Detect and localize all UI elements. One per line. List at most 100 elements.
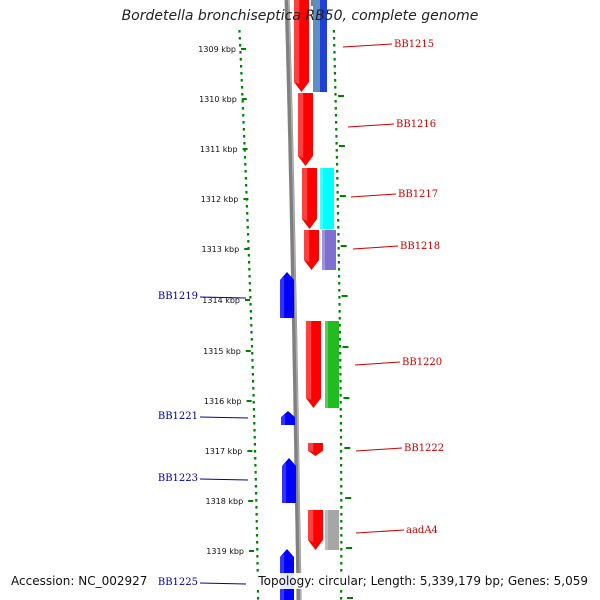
backbone-highlight: [287, 0, 302, 600]
outer-scale-ring-dot: [338, 345, 342, 348]
inner-scale-ring-dot: [252, 408, 256, 411]
forward-gene-arrow-shade: [302, 168, 308, 221]
outer-scale-ring-dot: [339, 366, 342, 369]
forward-gene: [304, 230, 336, 270]
outer-scale-ring-dot: [336, 198, 339, 201]
outer-scale-ring-dot: [340, 485, 343, 488]
inner-scale-ring-dot: [243, 142, 246, 145]
forward-gene: [306, 321, 339, 408]
inner-scale-ring-dot: [242, 121, 245, 124]
outer-tick: [339, 195, 346, 197]
inner-scale-ring-dot: [249, 296, 252, 299]
forward-gene-leader: [355, 447, 403, 452]
reverse-gene-arrow: [282, 458, 296, 503]
forward-gene: [308, 443, 323, 456]
outer-tick: [341, 295, 348, 297]
inner-scale-ring-dot: [256, 569, 259, 572]
kbp-tick: [247, 450, 253, 452]
inner-scale-ring-dot: [244, 177, 247, 180]
kbp-tick: [241, 48, 246, 50]
inner-scale-ring-dot: [241, 100, 244, 103]
outer-scale-ring-dot: [332, 30, 336, 33]
kbp-tick-label: 1310 kbp: [199, 95, 237, 104]
forward-gene-arrow: [308, 443, 323, 456]
outer-scale-ring-dot: [339, 387, 342, 390]
forward-gene-arrow-shade: [306, 321, 312, 400]
cog-bar-shade: [325, 321, 328, 408]
inner-scale-ring-dot: [245, 191, 248, 194]
outer-tick: [346, 547, 353, 549]
outer-scale-ring-dot: [334, 114, 338, 117]
inner-scale-ring-dot: [239, 65, 243, 68]
outer-scale-ring-dot: [334, 107, 337, 110]
outer-scale-ring-dot: [333, 72, 337, 75]
inner-scale-ring-dot: [255, 527, 258, 530]
kbp-tick-label: 1318 kbp: [205, 497, 243, 506]
outer-scale-ring-dot: [340, 569, 343, 572]
outer-tick: [338, 145, 345, 147]
outer-scale-ring-dot: [338, 289, 341, 292]
cog-bar: [320, 0, 327, 92]
outer-scale-ring-dot: [339, 408, 342, 411]
outer-scale-ring-dot: [333, 51, 336, 54]
kbp-tick-label: 1313 kbp: [201, 245, 239, 254]
reverse-gene-leader: [199, 582, 247, 585]
forward-gene: [302, 168, 334, 229]
inner-scale-ring-dot: [248, 282, 251, 285]
kbp-tick: [245, 350, 251, 352]
outer-scale-ring-dot: [340, 520, 343, 523]
forward-gene-leader: [355, 529, 405, 534]
outer-scale-ring-dot: [338, 317, 341, 320]
outer-tick: [338, 95, 344, 97]
inner-scale-ring-dot: [239, 51, 242, 54]
forward-gene-arrow: [306, 321, 321, 408]
forward-gene-label: BB1217: [398, 189, 438, 200]
inner-scale-ring-dot: [248, 268, 251, 271]
inner-scale-ring-dot: [238, 30, 241, 33]
forward-gene-leader: [352, 245, 399, 250]
forward-gene-arrow-shade: [308, 443, 314, 452]
kbp-tick: [242, 148, 248, 150]
reverse-gene-leader: [199, 296, 247, 299]
kbp-scale: 1309 kbp 1310 kbp 1311 kbp 1312 kbp 1313 kbp…: [198, 45, 353, 599]
inner-scale-ring-dot: [256, 548, 259, 551]
reverse-gene: [281, 411, 295, 425]
inner-scale-ring-dot: [248, 289, 252, 292]
outer-scale-ring-dot: [337, 268, 341, 271]
forward-gene-leader: [350, 193, 397, 198]
inner-scale-ring-dot: [253, 450, 257, 453]
outer-scale-ring-dot: [337, 254, 340, 257]
outer-scale-ring-dot: [338, 338, 342, 341]
inner-scale-ring-dot: [252, 394, 255, 397]
inner-scale-ring-dot: [240, 79, 243, 82]
outer-scale-ring-dot: [340, 457, 343, 460]
outer-scale-ring-dot: [335, 163, 339, 166]
inner-scale-ring-dot: [238, 37, 241, 40]
outer-scale-ring-dot: [340, 597, 343, 600]
outer-scale-ring-dot: [339, 422, 342, 425]
forward-gene-label: aadA4: [406, 525, 438, 536]
outer-scale-ring-dot: [333, 65, 336, 68]
outer-scale-ring-dot: [340, 464, 343, 467]
outer-scale-ring-dot: [337, 261, 340, 264]
forward-gene-arrow-shade: [294, 0, 300, 84]
inner-scale-ring-dot: [256, 597, 260, 600]
outer-scale-ring-dot: [339, 359, 342, 362]
forward-gene-label: BB1222: [404, 443, 444, 454]
outer-scale-ring-dot: [333, 58, 336, 61]
inner-scale-ring-dot: [251, 352, 254, 355]
forward-gene-label: BB1215: [394, 39, 434, 50]
outer-scale-ring-dot: [340, 478, 343, 481]
outer-scale-ring-dot: [339, 415, 342, 418]
outer-scale-ring-dot: [339, 450, 343, 453]
reverse-gene: [282, 458, 296, 503]
inner-scale-ring-dot: [251, 366, 254, 369]
outer-scale-ring-dot: [336, 170, 339, 173]
reverse-gene-arrow: [280, 272, 294, 318]
inner-scale-ring-dot: [250, 345, 254, 348]
reverse-gene: [280, 272, 294, 318]
inner-scale-ring-dot: [244, 170, 247, 173]
accession-label: Accession: NC_002927: [9, 573, 150, 589]
